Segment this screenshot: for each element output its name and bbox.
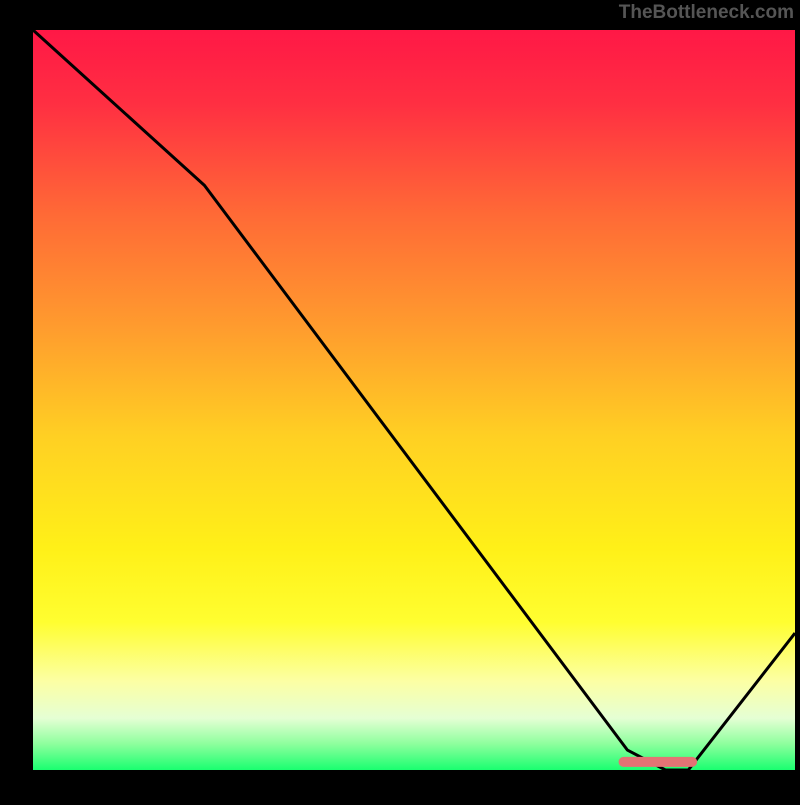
plot-gradient-background bbox=[33, 30, 795, 770]
chart-svg bbox=[0, 0, 800, 800]
chart-container: TheBottleneck.com bbox=[0, 0, 800, 800]
attribution-label: TheBottleneck.com bbox=[619, 2, 794, 24]
